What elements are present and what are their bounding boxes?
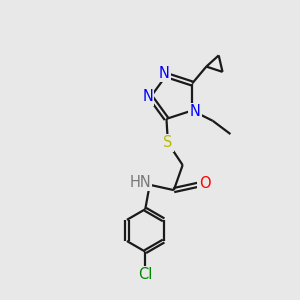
Text: N: N — [159, 66, 170, 81]
Text: O: O — [199, 176, 210, 191]
Text: N: N — [142, 89, 153, 104]
Text: S: S — [163, 136, 172, 151]
Text: N: N — [190, 104, 200, 119]
Text: HN: HN — [129, 175, 151, 190]
Text: Cl: Cl — [138, 267, 152, 282]
